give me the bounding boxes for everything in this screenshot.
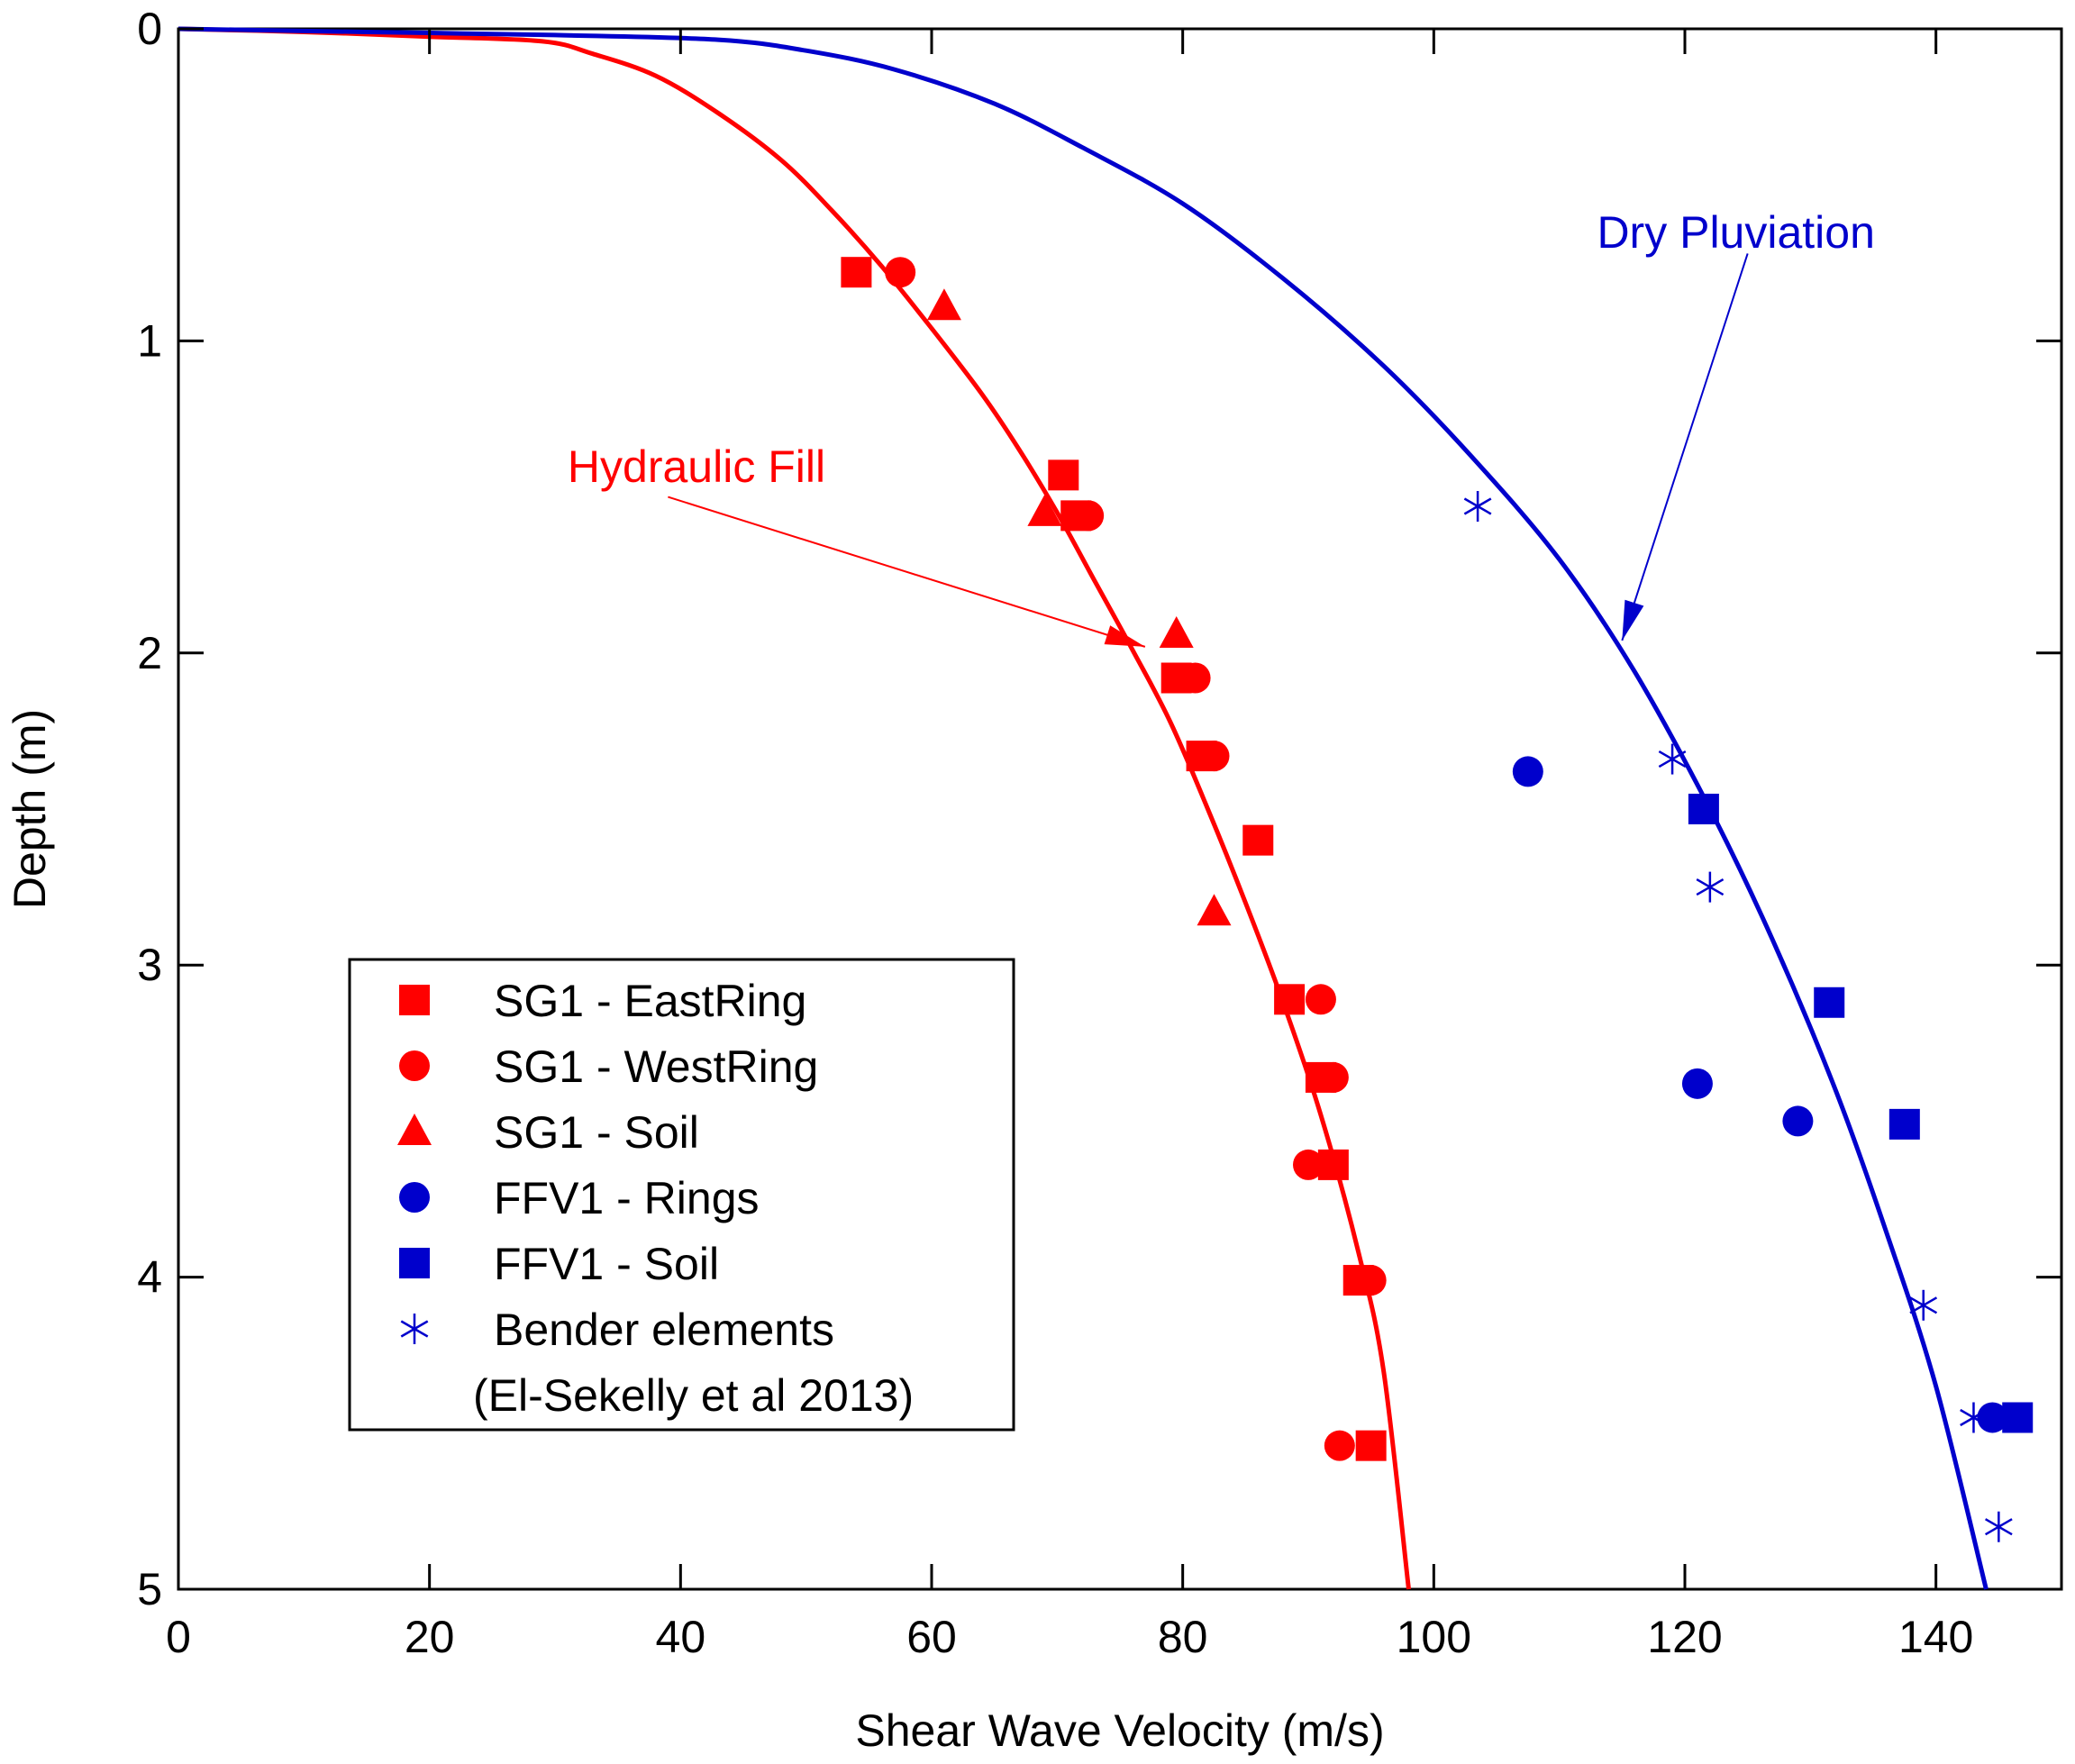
x-tick-label: 120	[1647, 1612, 1722, 1662]
legend-marker-sg1-eastring	[399, 985, 430, 1015]
legend-label-ffv1-soil: FFV1 - Soil	[494, 1239, 719, 1289]
legend-label-sg1-eastring: SG1 - EastRing	[494, 976, 806, 1026]
annotation-arrow-head	[1104, 625, 1145, 647]
x-axis-label: Shear Wave Velocity (m/s)	[855, 1705, 1384, 1756]
point-bender-elements	[1696, 871, 1725, 903]
annotation-arrow-head	[1622, 599, 1644, 641]
legend: SG1 - EastRing SG1 - WestRing SG1 - Soil FF…	[348, 958, 1015, 1432]
point-sg1-westring	[1293, 1149, 1324, 1180]
point-sg1-westring	[1198, 741, 1230, 772]
point-sg1-soil	[1159, 616, 1194, 649]
point-sg1-eastring	[841, 257, 872, 288]
axes-layer: 0 20 40 60 80 100 120 140 0 1 2 3 4 5	[137, 4, 2061, 1662]
point-sg1-eastring	[1242, 824, 1274, 856]
markers-layer	[841, 257, 2034, 1542]
legend-label-sg1-westring: SG1 - WestRing	[494, 1041, 818, 1092]
point-ffv1-soil	[1814, 987, 1845, 1018]
point-sg1-eastring	[1274, 984, 1306, 1015]
x-tick-label: 60	[906, 1612, 957, 1662]
point-ffv1-rings	[1782, 1105, 1814, 1137]
point-bender-elements	[1463, 490, 1492, 522]
asterisk-stroke	[1960, 1408, 1988, 1427]
annotation-arrow-line	[668, 496, 1146, 648]
legend-label-bender-elements: Bender elements	[494, 1305, 834, 1355]
y-tick-label: 4	[137, 1252, 162, 1303]
legend-marker-bender-elements	[400, 1314, 429, 1344]
point-ffv1-rings	[1681, 1068, 1713, 1099]
point-ffv1-soil	[1888, 1108, 1920, 1140]
x-tick-label: 100	[1397, 1612, 1471, 1662]
asterisk-stroke	[1984, 1518, 2013, 1536]
point-ffv1-soil	[2002, 1402, 2034, 1433]
y-tick-label: 2	[137, 628, 162, 678]
legend-label-sg1-soil: SG1 - Soil	[494, 1107, 699, 1158]
legend-marker-sg1-soil	[397, 1114, 432, 1145]
annotation-dry-pluviation: Dry Pluviation	[1597, 207, 1874, 258]
point-sg1-westring	[1305, 984, 1336, 1015]
legend-note: (El-Sekelly et al 2013)	[473, 1370, 914, 1421]
legend-label-ffv1-rings: FFV1 - Rings	[494, 1173, 760, 1223]
legend-marker-sg1-westring	[399, 1050, 430, 1081]
legend-marker-ffv1-soil	[399, 1248, 430, 1278]
point-ffv1-soil	[1688, 794, 1719, 824]
asterisk-stroke	[1463, 497, 1492, 515]
annotations-layer: Hydraulic Fill Dry Pluviation	[568, 207, 1875, 648]
point-sg1-eastring	[1355, 1430, 1387, 1461]
curves-layer	[177, 26, 1989, 1590]
point-ffv1-rings	[1512, 756, 1543, 787]
point-bender-elements	[1909, 1289, 1938, 1321]
point-sg1-westring	[1179, 662, 1211, 694]
y-tick-label: 0	[137, 4, 162, 54]
asterisk-stroke	[1658, 750, 1687, 768]
x-tick-label: 80	[1158, 1612, 1208, 1662]
asterisk-stroke	[1696, 878, 1725, 896]
x-tick-label: 20	[405, 1612, 455, 1662]
curve-hydraulic-fill	[177, 26, 1411, 1590]
y-tick-label: 1	[137, 315, 162, 366]
point-bender-elements	[1984, 1511, 2013, 1542]
point-bender-elements	[1658, 743, 1687, 775]
annotation-arrow-line	[1621, 253, 1749, 641]
x-tick-label: 40	[656, 1612, 706, 1662]
y-axis-label: Depth (m)	[5, 709, 55, 909]
y-tick-label: 5	[137, 1564, 162, 1614]
point-bender-elements	[1960, 1402, 1988, 1433]
x-tick-label: 140	[1898, 1612, 1973, 1662]
asterisk-stroke	[400, 1320, 429, 1338]
plot-frame	[177, 27, 2063, 1591]
x-tick-label: 0	[166, 1612, 191, 1662]
legend-marker-ffv1-rings	[399, 1182, 430, 1213]
point-sg1-westring	[1324, 1430, 1355, 1461]
annotation-hydraulic-fill: Hydraulic Fill	[568, 441, 825, 492]
point-sg1-soil	[926, 288, 961, 321]
y-tick-label: 3	[137, 940, 162, 990]
point-sg1-soil	[1027, 494, 1062, 526]
point-sg1-westring	[1073, 500, 1105, 532]
legend-box	[348, 958, 1015, 1432]
point-sg1-westring	[1355, 1265, 1387, 1296]
curve-dry-pluviation	[177, 26, 1989, 1590]
point-sg1-eastring	[1048, 459, 1079, 491]
point-sg1-soil	[1197, 894, 1232, 926]
point-sg1-westring	[1317, 1061, 1349, 1093]
point-sg1-westring	[885, 257, 916, 288]
asterisk-stroke	[1909, 1296, 1938, 1314]
